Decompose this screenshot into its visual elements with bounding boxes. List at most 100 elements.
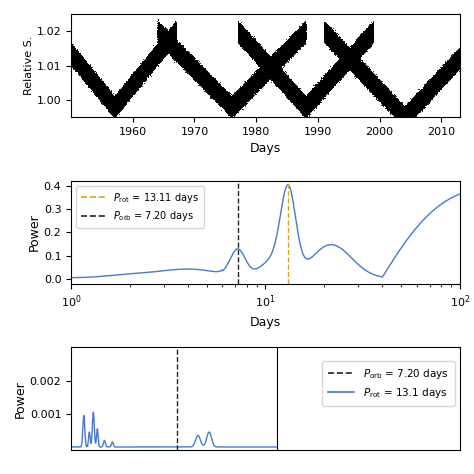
Point <box>419 100 426 108</box>
Point <box>101 94 109 102</box>
Point <box>173 47 180 55</box>
Point <box>142 64 150 72</box>
Point <box>286 84 293 91</box>
Point <box>209 89 216 97</box>
Point <box>341 57 349 65</box>
Point <box>257 64 264 72</box>
Point <box>407 109 415 116</box>
Point <box>305 98 313 105</box>
Point <box>278 49 286 56</box>
Point <box>269 78 277 85</box>
Point <box>164 36 172 44</box>
Point <box>88 79 95 87</box>
Point <box>115 104 122 111</box>
Point <box>298 104 305 112</box>
Point <box>343 55 351 63</box>
Point <box>382 88 390 95</box>
Point <box>329 73 337 80</box>
Point <box>164 30 172 38</box>
Point <box>392 112 400 120</box>
Point <box>165 44 173 52</box>
Point <box>284 48 292 56</box>
Point <box>365 34 372 41</box>
Point <box>350 48 357 56</box>
Point <box>301 39 309 46</box>
Point <box>104 89 112 97</box>
Point <box>367 72 374 80</box>
Point <box>272 54 279 61</box>
Point <box>415 96 423 104</box>
Point <box>323 36 330 44</box>
Point <box>279 81 286 89</box>
Point <box>188 68 196 76</box>
Point <box>161 36 168 44</box>
Point <box>252 49 259 56</box>
Point <box>328 32 336 40</box>
Point <box>274 73 282 80</box>
Point <box>235 91 243 98</box>
Point <box>360 37 368 45</box>
Point <box>345 59 352 67</box>
Point <box>323 32 330 39</box>
Point <box>413 102 421 110</box>
Point <box>244 46 251 53</box>
Point <box>233 106 240 113</box>
Point <box>297 35 305 43</box>
Point <box>131 77 138 85</box>
Point <box>73 52 81 59</box>
Point <box>311 86 319 93</box>
Point <box>364 33 371 40</box>
Point <box>87 76 95 84</box>
Point <box>166 35 174 43</box>
Point <box>359 71 366 78</box>
Point <box>240 41 248 48</box>
Point <box>374 91 382 99</box>
Point <box>140 71 147 78</box>
Point <box>372 77 379 84</box>
Point <box>309 93 317 101</box>
Point <box>137 79 144 87</box>
Point <box>266 55 273 63</box>
Point <box>100 91 108 98</box>
Point <box>294 96 301 104</box>
Point <box>415 100 422 107</box>
Point <box>410 102 418 109</box>
Point <box>316 81 323 89</box>
Point <box>129 78 137 85</box>
Point <box>174 43 182 51</box>
Point <box>265 59 273 66</box>
Point <box>415 106 422 113</box>
Point <box>142 60 149 68</box>
Point <box>289 85 296 92</box>
Point <box>223 101 231 109</box>
Point <box>382 100 390 108</box>
Point <box>393 108 401 115</box>
Point <box>434 77 441 85</box>
Point <box>294 36 302 44</box>
Point <box>404 113 411 120</box>
Point <box>337 58 345 65</box>
Point <box>319 92 327 100</box>
Point <box>129 77 137 84</box>
Point <box>281 47 289 55</box>
Point <box>199 76 206 83</box>
Point <box>327 83 334 91</box>
Point <box>234 34 242 41</box>
Point <box>446 63 454 71</box>
Point <box>68 56 75 64</box>
Point <box>415 103 423 111</box>
Point <box>373 82 380 90</box>
Point <box>288 47 296 55</box>
Point <box>103 87 110 94</box>
Point <box>105 89 113 97</box>
Point <box>292 32 299 39</box>
Point <box>414 96 422 103</box>
Point <box>320 73 328 80</box>
Point <box>253 55 261 63</box>
Point <box>332 76 340 84</box>
Point <box>350 63 357 70</box>
Point <box>451 54 459 61</box>
Point <box>148 55 156 63</box>
Point <box>125 80 133 87</box>
Point <box>113 107 121 115</box>
